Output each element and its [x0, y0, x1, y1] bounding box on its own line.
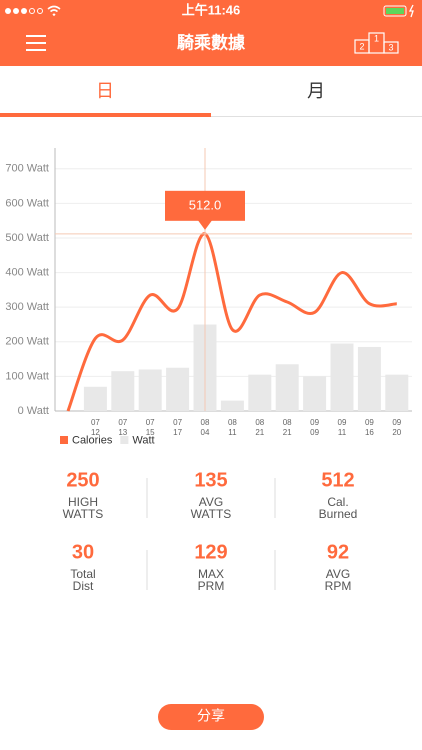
podium-label: 2	[359, 41, 364, 51]
podium-label: 1	[374, 33, 379, 43]
header-bar	[0, 0, 422, 66]
x-tick-label: 09	[338, 418, 347, 427]
stats: 250HIGHWATTS135AVGWATTS512Cal.Burned30To…	[63, 469, 358, 593]
stat-value: 92	[327, 541, 349, 563]
x-tick-label: 07	[146, 418, 155, 427]
y-tick-label: 300 Watt	[5, 301, 49, 313]
podium-label: 3	[388, 42, 393, 52]
legend-label: Watt	[132, 434, 154, 446]
x-tick-label: 07	[118, 418, 127, 427]
bar	[330, 343, 354, 411]
y-tick-label: 500 Watt	[5, 232, 49, 244]
x-tick-label: 09	[392, 418, 401, 427]
x-tick-label: 11	[338, 428, 347, 437]
stat-label: Burned	[319, 507, 358, 521]
stat-value: 129	[194, 541, 227, 563]
menu-button[interactable]	[26, 35, 46, 51]
bar	[166, 367, 190, 411]
stat-label: Cal.	[327, 495, 348, 509]
tooltip	[165, 190, 245, 221]
x-tick-label: 04	[201, 428, 210, 437]
x-tick-label: 16	[365, 428, 374, 437]
tab-day[interactable]: 日	[96, 81, 114, 101]
bar	[138, 369, 162, 411]
stat-value: 30	[72, 541, 94, 563]
stat-value: 250	[66, 469, 99, 491]
tooltip-pointer	[198, 220, 212, 230]
bar	[357, 346, 381, 411]
stat-label: Total	[70, 567, 95, 581]
stat-label: AVG	[199, 495, 223, 509]
stat-label: RPM	[325, 579, 352, 593]
legend-swatch	[60, 436, 68, 444]
stat-label: PRM	[198, 579, 225, 593]
bar	[111, 371, 135, 411]
status-time: 上午11:46	[182, 2, 241, 17]
battery-icon	[383, 4, 414, 18]
bar	[248, 374, 272, 411]
x-tick-label: 08	[283, 418, 292, 427]
y-tick-label: 200 Watt	[5, 336, 49, 348]
y-tick-label: 0 Watt	[18, 405, 49, 417]
header-title: 騎乘數據	[177, 32, 246, 52]
x-tick-label: 13	[118, 428, 127, 437]
bar	[385, 374, 409, 411]
chart: 0 Watt 100 Watt 200 Watt 300 Watt 400 Watt 50…	[5, 148, 412, 446]
y-tick-label: 700 Watt	[5, 163, 49, 175]
calories-line	[66, 232, 397, 412]
stat-label: WATTS	[63, 507, 104, 521]
x-tick-label: 11	[228, 428, 237, 437]
x-tick-label: 12	[91, 428, 100, 437]
x-tick-label: 09	[310, 418, 319, 427]
podium-button[interactable]	[354, 32, 399, 54]
tab-month[interactable]: 月	[307, 81, 325, 101]
tooltip-label: 512.0	[189, 197, 222, 212]
signal-dots	[5, 8, 43, 14]
stat-label: HIGH	[68, 495, 98, 509]
y-tick-label: 400 Watt	[5, 266, 49, 278]
x-tick-label: 07	[173, 418, 182, 427]
share-button[interactable]	[158, 704, 264, 730]
bar	[83, 386, 107, 411]
x-tick-label: 09	[365, 418, 374, 427]
legend-swatch	[120, 436, 129, 444]
stat-label: WATTS	[191, 507, 232, 521]
x-tick-label: 21	[283, 428, 292, 437]
x-tick-label: 08	[255, 418, 264, 427]
x-tick-label: 20	[392, 428, 401, 437]
legend-label: Calories	[72, 434, 113, 446]
x-tick-label: 08	[228, 418, 237, 427]
y-tick-label: 600 Watt	[5, 197, 49, 209]
y-tick-label: 100 Watt	[5, 370, 49, 382]
x-tick-label: 09	[310, 428, 319, 437]
tab-indicator	[0, 113, 211, 117]
stat-value: 512	[321, 469, 354, 491]
x-tick-label: 17	[173, 428, 182, 437]
share-label: 分享	[197, 708, 225, 724]
stat-label: AVG	[326, 567, 350, 581]
bar	[303, 376, 327, 411]
x-tick-label: 07	[91, 418, 100, 427]
x-tick-label: 15	[146, 428, 155, 437]
x-tick-label: 21	[255, 428, 264, 437]
stat-label: MAX	[198, 567, 224, 581]
stat-value: 135	[194, 469, 227, 491]
bar	[220, 400, 244, 411]
stat-label: Dist	[73, 579, 94, 593]
wifi-icon	[47, 5, 61, 17]
x-tick-label: 08	[201, 418, 210, 427]
bar	[275, 364, 299, 411]
